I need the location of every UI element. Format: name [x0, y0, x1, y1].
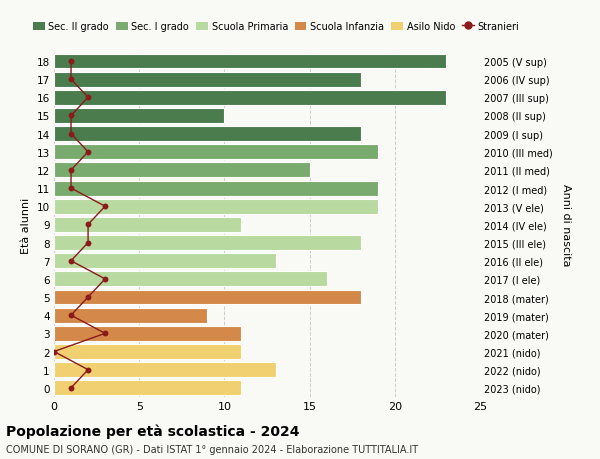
Bar	[54, 127, 361, 142]
Bar	[54, 272, 326, 287]
Y-axis label: Anni di nascita: Anni di nascita	[561, 184, 571, 266]
Bar	[54, 181, 378, 196]
Point	[66, 76, 76, 84]
Text: COMUNE DI SORANO (GR) - Dati ISTAT 1° gennaio 2024 - Elaborazione TUTTITALIA.IT: COMUNE DI SORANO (GR) - Dati ISTAT 1° ge…	[6, 444, 418, 454]
Bar	[54, 254, 275, 269]
Point	[100, 275, 110, 283]
Point	[66, 131, 76, 138]
Bar	[54, 326, 241, 341]
Point	[66, 58, 76, 66]
Bar	[54, 308, 208, 323]
Bar	[54, 145, 378, 160]
Point	[66, 185, 76, 192]
Point	[83, 221, 93, 229]
Point	[83, 95, 93, 102]
Text: Popolazione per età scolastica - 2024: Popolazione per età scolastica - 2024	[6, 424, 299, 438]
Point	[83, 366, 93, 374]
Bar	[54, 55, 446, 69]
Point	[66, 112, 76, 120]
Bar	[54, 73, 361, 87]
Point	[83, 294, 93, 301]
Point	[83, 239, 93, 246]
Point	[83, 149, 93, 156]
Bar	[54, 218, 241, 232]
Point	[66, 167, 76, 174]
Point	[100, 203, 110, 211]
Y-axis label: Età alunni: Età alunni	[21, 197, 31, 253]
Bar	[54, 290, 361, 305]
Bar	[54, 199, 378, 214]
Bar	[54, 90, 446, 106]
Legend: Sec. II grado, Sec. I grado, Scuola Primaria, Scuola Infanzia, Asilo Nido, Stran: Sec. II grado, Sec. I grado, Scuola Prim…	[29, 18, 523, 36]
Bar	[54, 344, 241, 359]
Point	[66, 312, 76, 319]
Bar	[54, 381, 241, 395]
Point	[49, 348, 59, 355]
Bar	[54, 109, 224, 123]
Point	[66, 257, 76, 265]
Point	[100, 330, 110, 337]
Point	[66, 384, 76, 392]
Bar	[54, 163, 310, 178]
Bar	[54, 363, 275, 377]
Bar	[54, 235, 361, 251]
